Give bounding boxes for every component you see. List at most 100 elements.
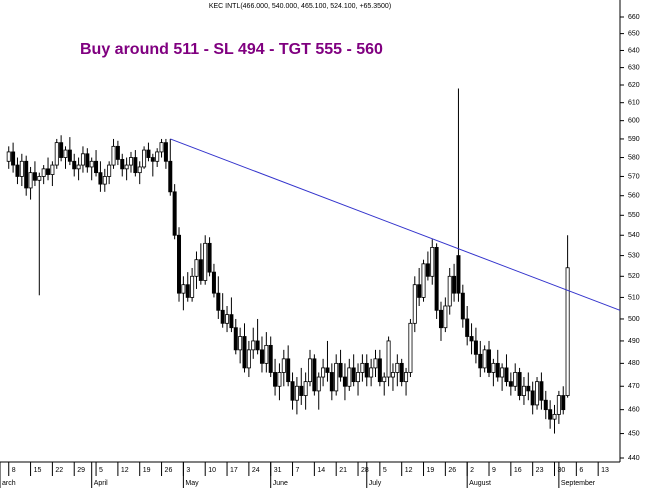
candle-body — [220, 309, 225, 324]
candle-body — [334, 362, 339, 392]
candle-body — [395, 362, 400, 373]
candle-body — [211, 271, 216, 294]
y-tick-label: 630 — [628, 64, 640, 71]
x-tick-label: 24 — [252, 467, 260, 474]
candle-body — [6, 151, 11, 162]
candle-body — [565, 267, 570, 396]
candle-body — [172, 191, 177, 236]
x-tick-label: 12 — [121, 467, 129, 474]
candle-body — [539, 381, 544, 401]
candle-body — [386, 340, 391, 378]
candle-body — [120, 159, 125, 170]
annotation: Buy around 511 - SL 494 - TGT 555 - 560 — [80, 41, 383, 58]
y-tick-label: 500 — [628, 316, 640, 323]
x-tick-label: 10 — [208, 467, 216, 474]
candle-body — [229, 314, 234, 329]
candle-body — [430, 247, 435, 277]
candle-body — [434, 247, 439, 311]
x-tick-label: 2 — [470, 467, 474, 474]
candle-body — [194, 259, 199, 277]
candle-body — [67, 149, 72, 162]
x-tick-label: 9 — [492, 467, 496, 474]
candle-body — [286, 358, 291, 383]
month-label: May — [185, 480, 199, 487]
candle-body — [290, 381, 295, 401]
candle-body — [382, 376, 387, 383]
candle-body — [124, 164, 129, 170]
y-tick-label: 530 — [628, 252, 640, 259]
candle-body — [482, 349, 487, 369]
x-tick-label: 29 — [77, 467, 85, 474]
candle-body — [504, 367, 509, 383]
candle-body — [41, 168, 46, 177]
candle-body — [72, 160, 77, 170]
candle-body — [277, 372, 282, 387]
y-tick-label: 460 — [628, 406, 640, 413]
y-tick-label: 450 — [628, 430, 640, 437]
candle-body — [530, 390, 535, 406]
candle-body — [177, 234, 182, 294]
candle-body — [438, 309, 443, 329]
candle-body — [181, 284, 186, 294]
candle-body — [111, 145, 116, 166]
x-tick-label: 23 — [536, 467, 544, 474]
month-label: July — [369, 480, 382, 487]
candle-body — [98, 172, 103, 185]
x-tick-label: 8 — [12, 467, 16, 474]
candle-body — [273, 372, 278, 387]
candle-body — [163, 142, 168, 162]
y-tick-label: 540 — [628, 232, 640, 239]
candle-body — [312, 358, 317, 392]
candle-body — [447, 275, 452, 307]
candle-body — [63, 149, 68, 158]
candle-body — [465, 318, 470, 337]
x-tick-label: 19 — [427, 467, 435, 474]
candle-body — [115, 145, 120, 160]
x-tick-label: 17 — [230, 467, 238, 474]
x-tick-label: 16 — [514, 467, 522, 474]
candle-body — [233, 327, 238, 351]
candle-body — [255, 340, 260, 351]
y-tick-label: 440 — [628, 455, 640, 462]
candle-body — [85, 153, 90, 168]
candle-body — [517, 372, 522, 396]
candle-body — [399, 362, 404, 383]
candle-body — [150, 157, 155, 162]
candle-body — [443, 305, 448, 329]
candle-body — [356, 372, 361, 383]
candle-body — [307, 358, 312, 383]
month-label: April — [94, 480, 108, 487]
x-tick-label: 3 — [186, 467, 190, 474]
candle-body — [80, 153, 85, 166]
candle-body — [159, 142, 164, 153]
x-tick-label: 15 — [34, 467, 42, 474]
candle-body — [325, 367, 330, 373]
x-tick-label: 22 — [55, 467, 63, 474]
x-tick-label: 5 — [99, 467, 103, 474]
candle-body — [351, 367, 356, 383]
y-tick-label: 570 — [628, 173, 640, 180]
candle-body — [37, 176, 42, 181]
x-tick-label: 7 — [296, 467, 300, 474]
y-tick-label: 490 — [628, 338, 640, 345]
candle-body — [500, 367, 505, 378]
candle-body — [46, 168, 51, 175]
candle-body — [198, 259, 203, 281]
candle-body — [535, 381, 540, 406]
y-tick-label: 650 — [628, 30, 640, 37]
y-tick-label: 660 — [628, 14, 640, 21]
candle-body — [207, 242, 212, 273]
x-tick-label: 30 — [558, 467, 566, 474]
candle-body — [491, 362, 496, 373]
candle-body — [390, 372, 395, 378]
candle-body — [469, 336, 474, 342]
x-tick-label: 26 — [448, 467, 456, 474]
y-tick-label: 480 — [628, 360, 640, 367]
candle-body — [11, 151, 16, 166]
x-tick-label: 28 — [361, 467, 369, 474]
candle-body — [281, 358, 286, 373]
candle-body — [15, 164, 20, 177]
candle-body — [425, 263, 430, 277]
candle-body — [421, 263, 426, 298]
